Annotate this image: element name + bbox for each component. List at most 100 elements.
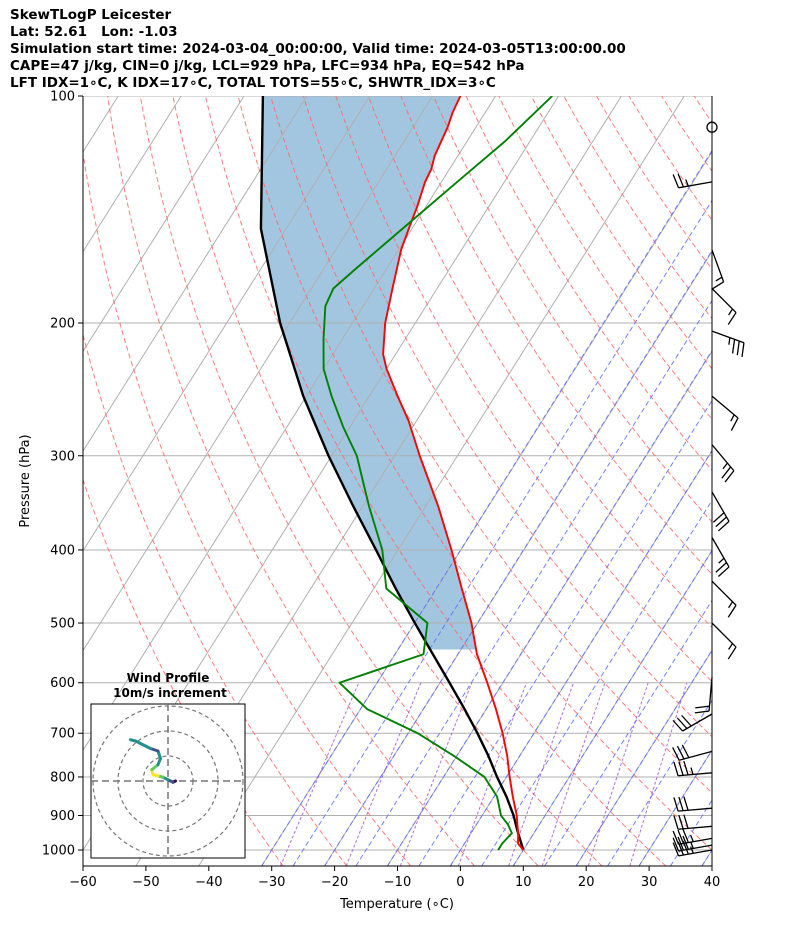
barb-flag [672,830,680,845]
barb-flag [678,796,684,811]
barb-half-flag [689,841,694,849]
barb-flag [677,173,685,188]
barb-half-flag [728,601,734,609]
moist-adiabat-line [512,549,712,866]
wind-barb [672,829,713,845]
barb-staff [678,772,713,777]
moist-adiabat-line [386,349,712,866]
barb-flag [676,745,685,760]
barb-staff [711,491,730,522]
y-tick-label: 700 [50,727,75,742]
barb-flag [736,340,740,356]
dry-adiabat-line [302,96,712,738]
axes-layer: Temperature (∘C) Pressure (hPa) −60 −50 −4… [18,90,720,913]
chart-header: SkewTLogP Leicester Lat: 52.61 Lon: -1.0… [10,7,790,92]
y-tick-label: 800 [50,770,75,785]
isotherm-line [638,749,712,866]
barb-half-flag [690,767,694,775]
isotherm-line [83,96,308,453]
x-tick-label: −30 [258,875,285,890]
dry-adiabat-line [335,96,712,683]
barb-flag [711,281,724,291]
background-lines-layer [83,96,794,866]
barb-flag [683,796,689,811]
barb-flag [712,512,725,523]
dry-adiabat-line [530,96,712,370]
barb-staff [711,395,739,419]
wind-barb [711,444,735,483]
barb-flag [677,829,685,844]
barb-flag [715,516,727,528]
barb-flag [694,710,710,714]
wind-barb [672,713,713,732]
mixing-ratio-line [345,682,422,866]
barb-half-flag [722,462,728,470]
dry-adiabat-line [563,96,712,320]
dry-adiabat-line [83,332,348,866]
barb-flag [672,842,680,857]
barb-flag [741,342,745,357]
barb-flag [683,761,689,776]
dry-adiabat-line [465,96,712,471]
x-axis-label: Temperature (∘C) [339,897,454,912]
dewpoint-profile-line [322,96,553,851]
barb-flag [676,717,688,729]
barb-flag [673,797,679,812]
dry-adiabat-line [661,96,712,172]
barb-flag [715,562,727,573]
mixing-ratio-line [587,682,649,866]
barb-flag [681,744,690,758]
dry-adiabat-line [433,96,712,523]
isotherm-line [512,549,712,866]
barb-half-flag [728,643,734,650]
barb-flag [727,604,737,618]
isotherm-line [575,649,712,866]
isotherm-line [83,96,371,552]
hodograph-title: Wind Profile [127,671,210,685]
mixing-ratio-line [541,682,606,866]
dry-adiabat-line [83,150,412,866]
barb-half-flag [689,834,694,842]
moist-adiabat-line [575,649,712,866]
barb-staff [678,807,713,812]
dry-adiabat-line [759,96,794,866]
wind-barb [673,814,713,830]
dry-adiabat-line [139,96,539,866]
y-axis-label: Pressure (hPa) [18,434,33,527]
isotherm-line [198,96,685,866]
x-tick-label: 20 [578,875,595,890]
barb-flag [672,837,680,852]
x-tick-label: −20 [321,875,348,890]
title-station: SkewTLogP Leicester [10,7,172,23]
title-stability-indices: LFT IDX=1∘C, K IDX=17∘C, TOTAL TOTS=55∘C… [10,75,496,91]
moist-adiabat-line [481,499,712,866]
moist-adiabat-line [292,199,712,866]
barb-flag [673,815,679,830]
moist-adiabat-line [670,799,712,866]
y-tick-label: 300 [50,449,75,464]
barb-staff [711,622,737,648]
barb-staff [711,330,745,344]
barb-flag [678,814,684,830]
barb-half-flag [689,846,694,854]
mixing-ratio-line [399,682,473,866]
y-tick-label: 900 [50,809,75,824]
mixing-ratio-line [457,682,527,866]
mixing-ratio-line [508,682,575,866]
isotherm-line [324,250,712,866]
wind-barb [711,491,730,532]
barb-half-flag [718,557,725,564]
barb-staff [711,537,730,568]
y-tick-label: 600 [50,676,75,691]
x-tick-label: 40 [704,875,721,890]
dry-adiabat-line [498,96,712,420]
wind-barb [711,249,725,291]
barb-half-flag [715,276,723,282]
barb-flag [731,339,736,354]
barb-staff [711,580,737,606]
title-times: Simulation start time: 2024-03-04_00:00:… [10,41,626,57]
barb-staff [678,849,713,857]
mixing-ratio-line [280,682,360,866]
x-tick-label: 30 [641,875,658,890]
dry-adiabat-line [172,96,603,866]
